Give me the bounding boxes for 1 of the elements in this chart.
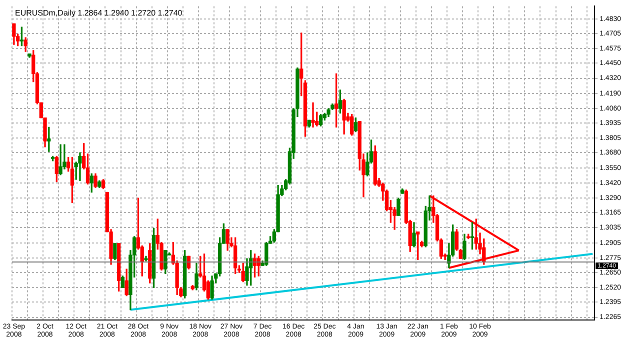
- chart-title: EURUSDm,Daily 1.2864 1.2940 1.2720 1.2740: [15, 8, 183, 18]
